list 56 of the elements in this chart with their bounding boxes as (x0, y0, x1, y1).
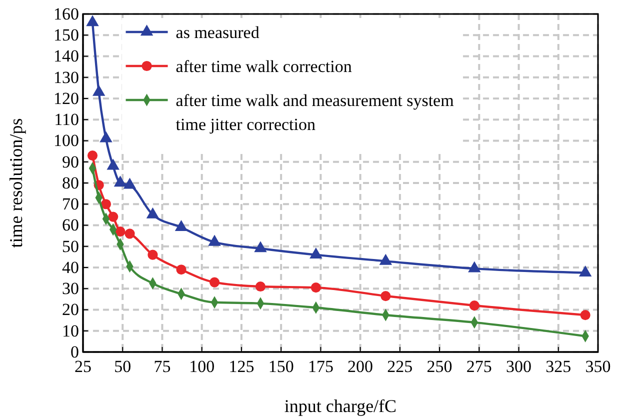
y-tick-label: 50 (62, 236, 79, 256)
point (148, 250, 158, 260)
x-tick-label: 250 (426, 357, 452, 376)
x-tick-label: 300 (506, 357, 532, 376)
x-tick-label: 175 (308, 357, 334, 376)
point (123, 178, 136, 189)
x-tick-label: 125 (228, 357, 254, 376)
x-tick-label: 200 (348, 357, 374, 376)
x-tick-label: 350 (585, 357, 611, 376)
x-tick-label: 225 (387, 357, 413, 376)
y-tick-label: 110 (54, 110, 79, 130)
point (86, 15, 99, 26)
y-tick-label: 90 (62, 152, 79, 172)
point (87, 150, 98, 161)
x-tick-label: 75 (154, 357, 171, 376)
y-tick-label: 160 (54, 4, 79, 24)
y-tick-label: 10 (62, 321, 79, 340)
point (115, 226, 126, 237)
x-tick-label: 150 (268, 357, 294, 376)
y-tick-label: 60 (62, 216, 79, 235)
legend-label: after time walk and measurement system time jitter correction (176, 91, 454, 134)
point (108, 212, 118, 222)
point (254, 241, 267, 252)
point (100, 131, 112, 142)
point (92, 84, 106, 96)
point (124, 228, 135, 239)
point (380, 290, 391, 302)
point (174, 220, 188, 232)
y-tick-label: 80 (62, 173, 79, 192)
point (114, 176, 127, 187)
y-tick-label: 140 (54, 46, 79, 66)
point (176, 264, 186, 275)
point (580, 310, 590, 320)
point (469, 300, 480, 311)
y-tick-label: 70 (62, 194, 79, 214)
x-tick-label: 100 (189, 357, 215, 376)
y-tick-label: 100 (54, 131, 79, 150)
x-tick-label: 275 (466, 357, 492, 376)
y-tick-label: 150 (54, 26, 79, 45)
x-tick-label: 325 (546, 357, 572, 376)
x-axis-title: input charge/fC (284, 396, 397, 416)
y-tick-label: 130 (54, 68, 79, 87)
y-tick-label: 120 (54, 88, 79, 108)
x-tick-label: 50 (114, 357, 132, 376)
point (146, 207, 160, 218)
legend-label: after time walk correction (176, 57, 352, 76)
y-tick-label: 30 (62, 279, 79, 298)
y-tick-label: 40 (62, 258, 79, 277)
point (106, 158, 120, 170)
point (310, 282, 321, 293)
point (255, 281, 266, 292)
point (100, 199, 112, 210)
legend-label: as measured (176, 23, 260, 42)
y-axis-title: time resolution/ps (6, 118, 26, 248)
y-tick-label: 20 (62, 300, 79, 320)
point (209, 277, 220, 288)
